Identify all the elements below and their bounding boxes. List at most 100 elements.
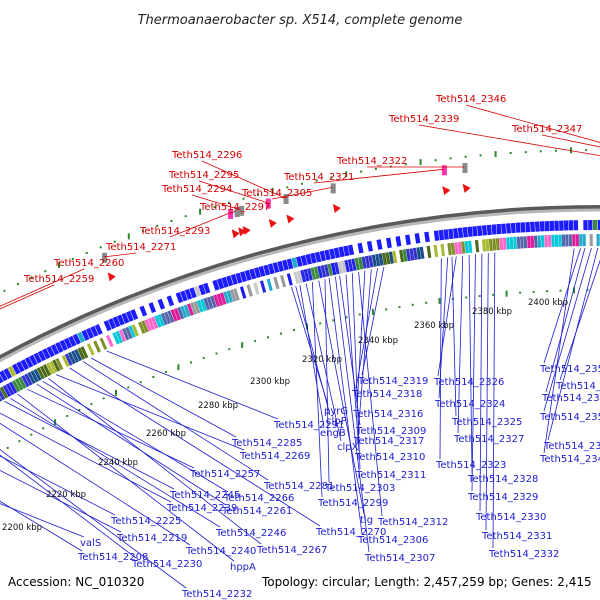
tick-mark xyxy=(345,316,348,319)
outer-leader-line xyxy=(541,134,600,148)
gene-block xyxy=(300,269,307,283)
inner-gene-label: Teth514_2306 xyxy=(357,535,428,546)
gene-block xyxy=(492,238,497,251)
gene-block xyxy=(485,239,490,252)
tick-mark xyxy=(519,291,522,294)
inner-leader-line xyxy=(299,285,325,428)
tick-mark xyxy=(30,276,33,279)
forward-gene-arrow xyxy=(549,220,555,231)
gene-marker-arrow xyxy=(238,227,247,237)
tick-mark xyxy=(257,193,259,196)
forward-gene-arrow xyxy=(314,251,322,263)
gene-block xyxy=(39,365,48,378)
tick-mark xyxy=(374,168,377,170)
tick-mark xyxy=(573,287,575,294)
outer-gene-label: Teth514_2259 xyxy=(23,274,94,285)
inner-leader-line xyxy=(0,449,187,589)
gene-marker-arrow xyxy=(286,214,295,224)
gene-block xyxy=(144,319,152,332)
gene-block xyxy=(93,340,101,353)
tick-mark xyxy=(254,340,257,343)
gene-block xyxy=(160,312,168,326)
gene-marker-arrow xyxy=(231,229,240,239)
gene-block xyxy=(5,383,15,396)
inner-gene-label: Teth514_2331 xyxy=(481,531,552,542)
inner-gene-label: Teth514_2219 xyxy=(116,533,187,544)
gene-block xyxy=(219,292,227,305)
inner-gene-label: Teth514_2303 xyxy=(324,483,395,494)
inner-leader-line xyxy=(559,259,600,381)
gene-block xyxy=(167,310,175,323)
inner-leader-line xyxy=(335,276,370,553)
gene-block xyxy=(499,237,504,250)
gene-block xyxy=(523,236,528,249)
gene-block xyxy=(502,237,507,250)
gene-block xyxy=(385,252,391,265)
forward-gene-arrow xyxy=(438,229,445,241)
forward-gene-arrow xyxy=(467,226,473,237)
forward-gene-arrow xyxy=(226,275,234,287)
forward-gene-arrow xyxy=(139,305,148,317)
gene-block xyxy=(565,234,569,247)
tick-mark xyxy=(371,308,374,315)
gene-block xyxy=(30,370,39,383)
tick-mark xyxy=(425,301,428,304)
gene-block xyxy=(112,332,120,345)
tick-mark xyxy=(241,342,244,349)
tick-mark xyxy=(358,313,361,316)
inner-leader-line xyxy=(324,279,330,483)
tick-mark xyxy=(300,182,303,185)
gene-block xyxy=(317,265,323,279)
gene-block xyxy=(253,282,260,295)
gene-block xyxy=(464,241,469,254)
gene-labels: Teth514_2259 Teth514_2260 Teth514_2271 Teth… xyxy=(23,94,600,600)
forward-gene-arrow xyxy=(433,230,440,241)
gene-block xyxy=(180,305,188,319)
inner-gene-label: Teth514_2309 xyxy=(355,426,426,437)
gene-block xyxy=(337,261,344,274)
gene-block xyxy=(266,278,273,291)
gene-marker-arrow xyxy=(268,218,277,228)
outer-gene-label: Teth514_2322 xyxy=(336,156,407,167)
forward-gene-arrow xyxy=(291,257,298,269)
forward-gene-arrow xyxy=(272,262,280,273)
outer-gene-label: Teth514_2293 xyxy=(139,226,210,237)
inner-gene-label: clpP xyxy=(326,416,347,427)
outer-gene-label: Teth514_2294 xyxy=(161,184,232,195)
gene-block xyxy=(416,247,422,260)
forward-gene-arrow xyxy=(94,324,103,335)
gene-marker-block xyxy=(234,207,240,218)
gene-marker-block xyxy=(265,198,271,209)
forward-gene-arrow xyxy=(530,221,535,232)
tick-mark xyxy=(524,151,527,154)
scale-labels: 2200 kbp 2220 kbp 2240 kbp 2260 kbp 2280 kbp… xyxy=(2,298,568,533)
gene-block xyxy=(157,314,165,327)
tick-mark xyxy=(90,403,93,406)
forward-gene-arrow xyxy=(42,348,51,360)
gene-block xyxy=(381,252,388,265)
forward-gene-arrow xyxy=(63,337,73,349)
gene-marker-arrow xyxy=(462,183,471,193)
inner-leader-line xyxy=(0,422,191,546)
map-title: Thermoanaerobacter sp. X514, complete ge… xyxy=(138,13,463,28)
inner-gene-label: Teth514_2266 xyxy=(223,493,294,504)
forward-gene-arrow xyxy=(333,247,341,259)
gene-block xyxy=(15,378,24,391)
tick-mark xyxy=(546,290,549,293)
gene-block xyxy=(388,251,394,264)
tick-mark xyxy=(99,246,102,249)
forward-gene-arrow xyxy=(563,220,569,231)
gene-block xyxy=(200,298,207,312)
gene-marker-block xyxy=(441,165,447,176)
forward-gene-arrow xyxy=(254,267,261,279)
inner-gene-label: Teth514_2326 xyxy=(433,377,504,388)
tick-mark xyxy=(156,224,159,227)
forward-gene-arrow xyxy=(597,220,600,230)
tick-mark xyxy=(449,157,452,160)
tick-mark xyxy=(113,240,116,243)
outer-gene-label: Teth514_2347 xyxy=(511,124,582,135)
tick-mark xyxy=(478,295,481,298)
tick-mark xyxy=(42,427,45,430)
inner-gene-label: Teth514_2324 xyxy=(434,399,505,410)
